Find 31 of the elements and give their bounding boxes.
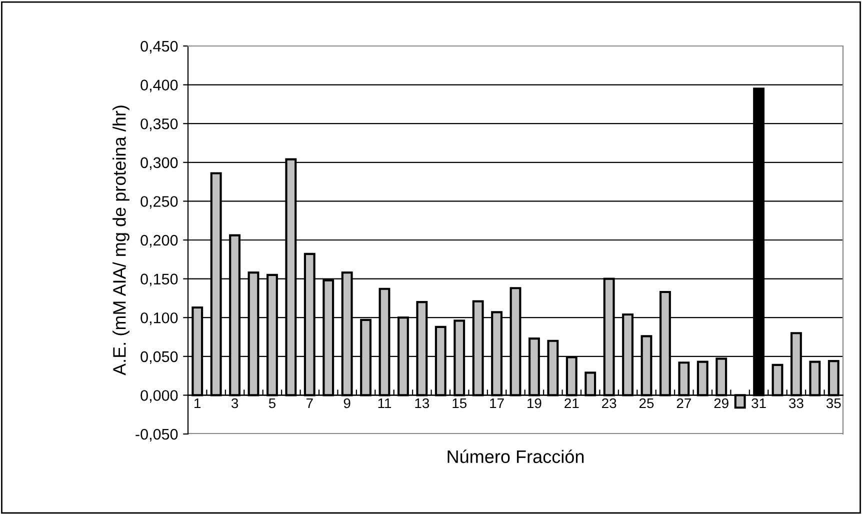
y-tick-label: 0,200 [140, 234, 178, 248]
x-tick-label: 11 [378, 398, 392, 408]
x-tick-label: 33 [789, 398, 804, 408]
y-tick-label: 0,450 [140, 40, 178, 54]
y-tick-label: 0,150 [140, 274, 178, 286]
x-tick-label: 3 [231, 398, 238, 408]
x-tick-label: 17 [490, 398, 504, 408]
x-tick-label: 1 [194, 398, 201, 408]
x-tick-label: 9 [344, 398, 350, 408]
x-tick-label: 25 [639, 398, 654, 408]
x-tick-label: 7 [306, 398, 313, 408]
y-tick-label: 0,050 [140, 351, 178, 364]
y-tick-label: -0,050 [136, 428, 178, 442]
x-tick-label: 13 [415, 398, 430, 408]
x-tick-label: 5 [268, 398, 276, 408]
x-tick-label: 35 [826, 398, 841, 408]
x-tick-label: 27 [676, 398, 691, 408]
y-tick-label: 0,000 [140, 390, 178, 403]
x-axis-title: Número Fracción [448, 450, 584, 464]
x-tick-label: 21 [564, 398, 579, 408]
x-tick-label: 15 [452, 398, 466, 408]
y-axis-title: A.E. (mM AIA/ mg de proteina /hr) [112, 106, 130, 376]
y-tick-label: 0,300 [140, 157, 178, 170]
y-tick-label: 0,100 [140, 312, 178, 326]
x-tick-label: 31 [752, 398, 766, 408]
y-tick-label: 0,250 [140, 196, 178, 209]
x-tick-label: 23 [602, 398, 616, 408]
y-tick-label: 0,400 [140, 80, 178, 92]
y-tick-label: 0,350 [140, 118, 178, 132]
x-tick-label: 29 [714, 398, 728, 408]
x-tick-label: 19 [528, 398, 542, 408]
